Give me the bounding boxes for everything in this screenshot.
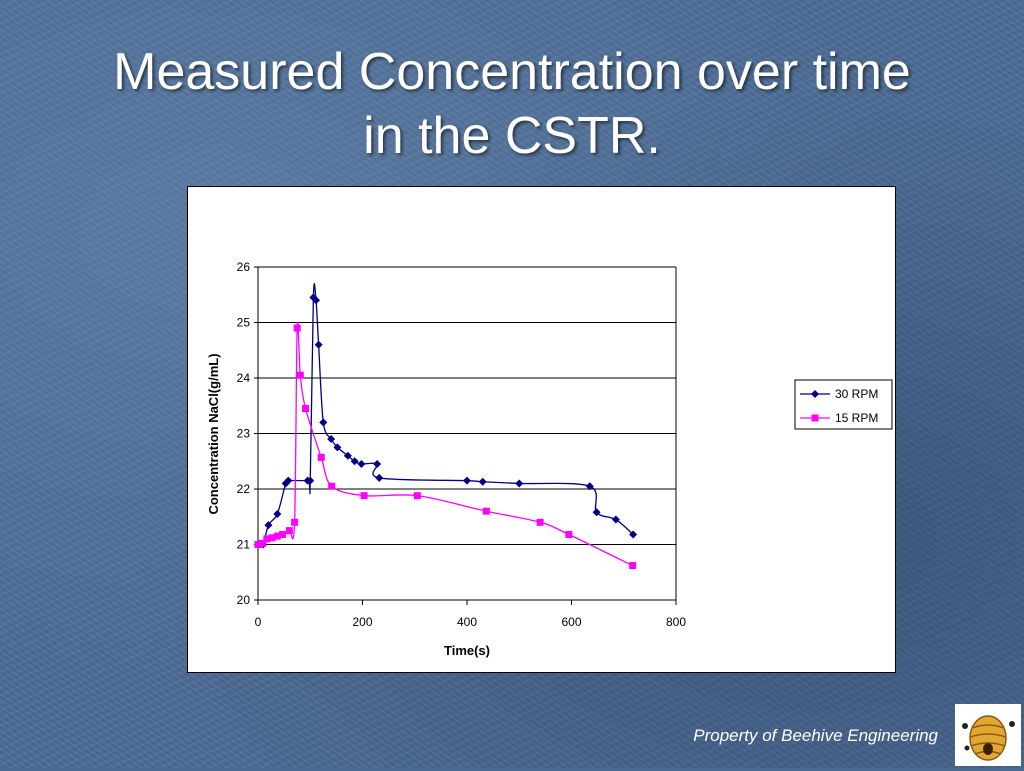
data-point-30-rpm (515, 479, 524, 488)
legend-marker-30-rpm (811, 390, 819, 398)
y-axis-title: Concentration NaCl(g/mL) (206, 353, 221, 514)
chart-frame: 20 21 22 23 24 25 26 0 200 400 600 800 Time(s) Conc… (187, 186, 896, 673)
data-point-30-rpm (284, 476, 293, 485)
legend-marker-15-rpm (811, 414, 819, 422)
grid-layer (258, 266, 677, 601)
data-point-15-rpm (273, 532, 281, 540)
data-point-15-rpm (482, 507, 490, 515)
data-point-30-rpm (478, 477, 487, 486)
slide-title-line-1: Measured Concentration over time (113, 43, 911, 101)
data-point-30-rpm (311, 296, 320, 305)
data-point-15-rpm (258, 539, 266, 547)
data-point-15-rpm (360, 492, 368, 500)
chart-legend: 30 RPM 15 RPM (794, 379, 893, 430)
data-point-15-rpm (565, 531, 573, 539)
data-point-15-rpm (263, 535, 271, 543)
x-axis-title: Time(s) (444, 643, 490, 658)
data-point-15-rpm (293, 324, 301, 332)
x-tick-label: 400 (457, 615, 477, 629)
y-tick-label: 20 (237, 593, 251, 607)
series-layer (254, 283, 638, 570)
legend-label-30-rpm: 30 RPM (835, 387, 878, 401)
slide-title-line-2: in the CSTR. (363, 107, 661, 165)
legend-box (794, 379, 893, 430)
x-tick-label: 0 (255, 615, 262, 629)
data-point-30-rpm (281, 479, 290, 488)
data-point-15-rpm (413, 492, 421, 500)
data-point-30-rpm (611, 515, 620, 524)
series-15-rpm (254, 322, 637, 570)
axis-layer: 20 21 22 23 24 25 26 0 200 400 600 800 (237, 260, 687, 629)
data-point-15-rpm (254, 541, 262, 548)
series-line-30-rpm (257, 283, 634, 547)
data-point-30-rpm (629, 530, 638, 539)
data-point-15-rpm (317, 453, 325, 461)
data-point-30-rpm (319, 418, 328, 427)
data-point-30-rpm (264, 521, 273, 530)
x-tick-label: 200 (352, 615, 372, 629)
data-point-30-rpm (350, 457, 359, 466)
data-point-15-rpm (328, 482, 336, 490)
data-point-30-rpm (314, 340, 323, 349)
data-point-15-rpm (291, 518, 299, 526)
slide-title: Measured Concentration over time in the … (0, 40, 1024, 168)
series-30-rpm (254, 283, 638, 549)
data-point-30-rpm (309, 293, 318, 302)
beehive-logo (955, 704, 1021, 766)
data-point-15-rpm (302, 405, 310, 413)
data-point-30-rpm (463, 476, 471, 485)
data-point-30-rpm (357, 460, 366, 469)
data-point-15-rpm (296, 371, 304, 379)
x-tick-label: 600 (561, 615, 581, 629)
x-tick-label: 800 (666, 615, 686, 629)
data-point-30-rpm (375, 473, 384, 482)
y-tick-label: 23 (237, 427, 251, 441)
data-point-30-rpm (585, 482, 594, 491)
data-point-30-rpm (327, 435, 336, 444)
y-tick-label: 22 (237, 482, 251, 496)
data-point-15-rpm (268, 534, 276, 542)
legend-label-15-rpm: 15 RPM (835, 411, 878, 425)
y-tick-label: 26 (237, 260, 251, 274)
y-tick-label: 24 (237, 371, 251, 385)
data-point-30-rpm (333, 443, 342, 452)
data-point-30-rpm (306, 476, 315, 485)
data-point-15-rpm (285, 527, 293, 535)
series-line-15-rpm (257, 322, 633, 567)
data-point-30-rpm (273, 509, 282, 518)
footer-text: Property of Beehive Engineering (693, 726, 938, 745)
data-point-15-rpm (629, 562, 637, 570)
data-point-15-rpm (536, 518, 544, 526)
data-point-30-rpm (373, 460, 382, 469)
data-point-30-rpm (343, 451, 352, 460)
data-point-30-rpm (592, 508, 601, 517)
y-tick-label: 21 (237, 538, 251, 552)
data-point-15-rpm (279, 531, 287, 539)
y-tick-label: 25 (237, 316, 251, 330)
concentration-line-chart: 20 21 22 23 24 25 26 0 200 400 600 800 Time(s) Conc… (206, 260, 893, 658)
